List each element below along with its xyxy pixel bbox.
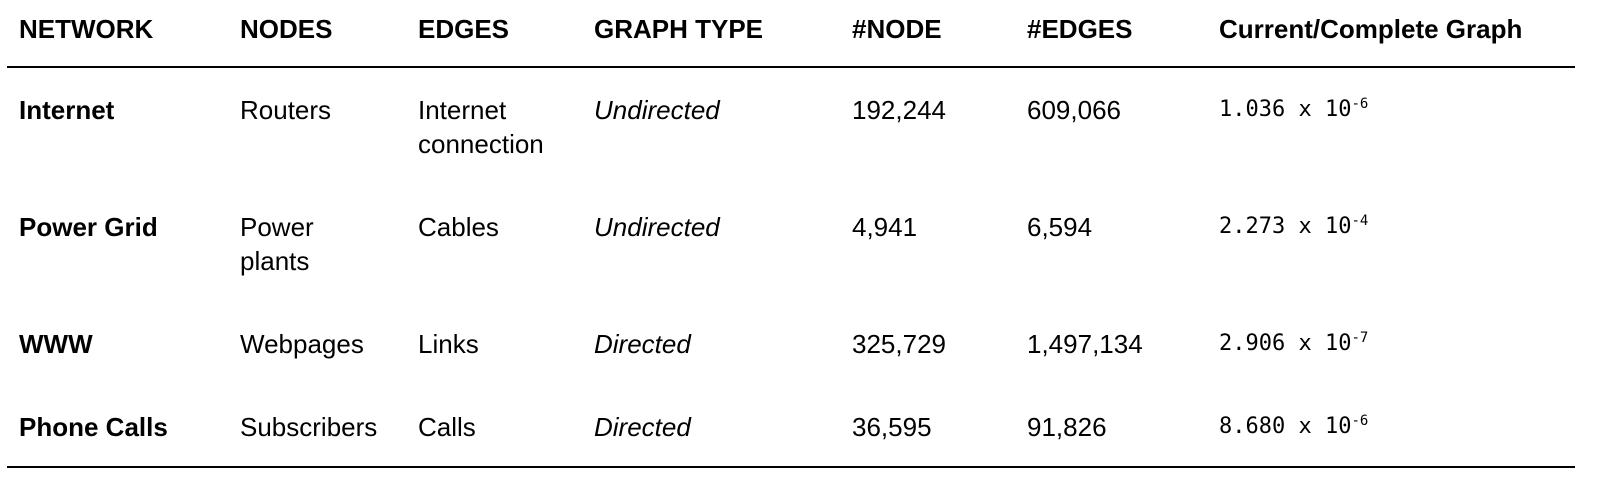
row-edges: Cables <box>418 212 499 242</box>
row-nodes: Webpages <box>240 329 364 359</box>
row-edge-count: 6,594 <box>1027 212 1093 242</box>
row-network-name: Internet <box>19 95 115 125</box>
row-graph-type: Undirected <box>594 95 720 125</box>
ratio-exponent: -4 <box>1351 213 1369 229</box>
header-edges: EDGES <box>418 14 510 44</box>
row-network-name: Power Grid <box>19 212 158 242</box>
row-edge-count: 91,826 <box>1027 412 1107 442</box>
header-nodes: NODES <box>240 14 333 44</box>
ratio-exponent: -6 <box>1351 413 1369 429</box>
row-network-name: Phone Calls <box>19 412 168 442</box>
row-node-count: 36,595 <box>852 412 932 442</box>
ratio-exponent: -6 <box>1351 96 1369 112</box>
row-edges-line1: Internet <box>418 95 507 125</box>
row-nodes: Routers <box>240 95 332 125</box>
header-node-count: #NODE <box>852 14 942 44</box>
ratio-mantissa: 8.680 x 10 <box>1219 414 1352 439</box>
header-edge-count: #EDGES <box>1027 14 1133 44</box>
row-graph-type: Undirected <box>594 212 720 242</box>
ratio-mantissa: 2.273 x 10 <box>1219 214 1352 239</box>
row-edge-count: 1,497,134 <box>1027 329 1143 359</box>
row-graph-type: Directed <box>594 329 691 359</box>
header-rule <box>7 66 1575 68</box>
row-edges: Links <box>418 329 479 359</box>
row-network-name: WWW <box>19 329 93 359</box>
row-ratio: 1.036 x 10-6 <box>1219 93 1368 127</box>
row-edge-count: 609,066 <box>1027 95 1121 125</box>
row-nodes-line2: plants <box>240 246 310 276</box>
row-node-count: 192,244 <box>852 95 946 125</box>
row-graph-type: Directed <box>594 412 691 442</box>
row-ratio: 2.273 x 10-4 <box>1219 210 1368 244</box>
row-node-count: 4,941 <box>852 212 918 242</box>
footer-rule <box>7 466 1575 468</box>
row-node-count: 325,729 <box>852 329 946 359</box>
header-ratio: Current/Complete Graph <box>1219 14 1523 44</box>
row-nodes-line1: Power <box>240 212 314 242</box>
header-graph-type: GRAPH TYPE <box>594 14 764 44</box>
row-ratio: 2.906 x 10-7 <box>1219 327 1368 361</box>
row-edges: Calls <box>418 412 476 442</box>
ratio-exponent: -7 <box>1351 330 1369 346</box>
row-edges-line2: connection <box>418 129 544 159</box>
row-ratio: 8.680 x 10-6 <box>1219 410 1368 444</box>
ratio-mantissa: 1.036 x 10 <box>1219 97 1352 122</box>
header-network: NETWORK <box>19 14 154 44</box>
ratio-mantissa: 2.906 x 10 <box>1219 331 1352 356</box>
row-nodes: Subscribers <box>240 412 378 442</box>
